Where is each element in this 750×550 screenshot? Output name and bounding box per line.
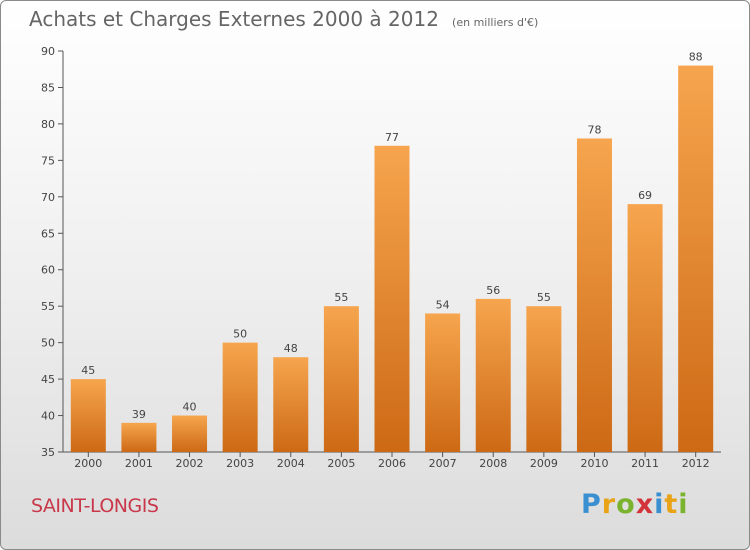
data-label-2003: 50 [233, 328, 247, 341]
proxiti-logo: Proxiti [581, 489, 689, 520]
y-tick-label: 85 [41, 81, 55, 94]
y-tick-label: 55 [41, 300, 55, 313]
bar-2009 [526, 306, 562, 452]
x-tick-label: 2004 [277, 457, 305, 470]
x-tick-label: 2005 [327, 457, 355, 470]
chart-title: Achats et Charges Externes 2000 à 2012 [29, 7, 439, 31]
x-tick-label: 2003 [226, 457, 254, 470]
x-tick-label: 2011 [631, 457, 659, 470]
data-label-2004: 48 [284, 342, 298, 355]
x-tick-label: 2008 [479, 457, 507, 470]
y-tick-label: 35 [41, 446, 55, 459]
chart-title-block: Achats et Charges Externes 2000 à 2012 (… [29, 7, 538, 31]
x-tick-label: 2002 [176, 457, 204, 470]
y-tick-label: 75 [41, 154, 55, 167]
y-tick-label: 60 [41, 264, 55, 277]
bar-2008 [475, 298, 511, 452]
bar-2000 [70, 379, 106, 452]
y-tick-label: 65 [41, 227, 55, 240]
data-label-2007: 54 [436, 298, 450, 311]
data-label-2000: 45 [81, 364, 95, 377]
y-tick-label: 80 [41, 118, 55, 131]
bar-2012 [678, 65, 714, 452]
bar-2002 [172, 415, 208, 452]
bar-2007 [425, 313, 461, 452]
y-tick-label: 70 [41, 191, 55, 204]
bar-2001 [121, 422, 157, 452]
data-label-2010: 78 [587, 123, 601, 136]
y-tick-label: 50 [41, 337, 55, 350]
data-label-2002: 40 [183, 401, 197, 414]
data-label-2005: 55 [334, 291, 348, 304]
x-tick-label: 2010 [580, 457, 608, 470]
y-tick-label: 40 [41, 410, 55, 423]
data-label-2009: 55 [537, 291, 551, 304]
chart-unit: (en milliers d'€) [452, 16, 539, 29]
city-name: SAINT-LONGIS [31, 495, 159, 517]
bar-2011 [627, 204, 663, 452]
bar-2003 [222, 342, 258, 452]
y-tick-label: 45 [41, 373, 55, 386]
data-label-2008: 56 [486, 284, 500, 297]
x-tick-label: 2009 [530, 457, 558, 470]
bar-2010 [576, 138, 612, 452]
x-tick-label: 2001 [125, 457, 153, 470]
bar-2004 [273, 357, 309, 452]
bar-2005 [323, 306, 359, 452]
data-label-2011: 69 [638, 189, 652, 202]
x-tick-label: 2006 [378, 457, 406, 470]
y-tick-label: 90 [41, 45, 55, 58]
x-tick-label: 2007 [429, 457, 457, 470]
data-label-2006: 77 [385, 131, 399, 144]
bar-2006 [374, 145, 410, 453]
x-tick-label: 2000 [74, 457, 102, 470]
data-label-2001: 39 [132, 408, 146, 421]
x-tick-label: 2012 [682, 457, 710, 470]
data-label-2012: 88 [689, 51, 703, 64]
